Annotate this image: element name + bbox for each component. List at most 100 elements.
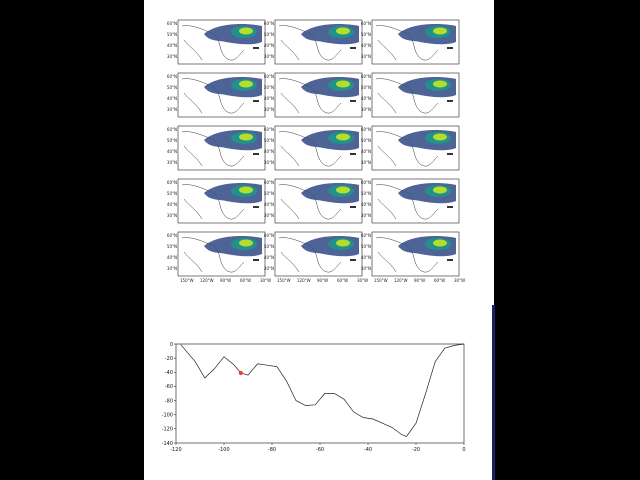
- x-tick-label: 0: [462, 447, 465, 453]
- lat-tick-label: 50°N: [264, 191, 274, 196]
- lon-tick-label: 60°W: [434, 278, 445, 283]
- field-peak: [239, 186, 253, 194]
- y-tick-label: 0: [170, 342, 173, 348]
- coastline: [375, 237, 439, 273]
- lat-tick-label: 50°N: [264, 32, 274, 37]
- lat-tick-label: 50°N: [361, 85, 371, 90]
- lat-tick-label: 50°N: [264, 138, 274, 143]
- map-panel: 60°N 50°N 40°N 30°N: [167, 19, 266, 65]
- y-tick-label: -40: [165, 370, 173, 376]
- lat-tick-label: 30°N: [264, 54, 274, 59]
- lat-tick-label: 30°N: [167, 54, 177, 59]
- lat-tick-label: 30°N: [361, 107, 371, 112]
- lon-tick-label: 90°W: [220, 278, 231, 283]
- map-panel: 60°N 50°N 40°N 30°N: [361, 19, 460, 65]
- lat-tick-label: 40°N: [167, 149, 177, 154]
- scale-bar: [447, 206, 453, 208]
- scale-bar: [350, 153, 356, 155]
- coastline: [181, 78, 245, 114]
- scale-bar: [253, 47, 259, 49]
- lat-tick-label: 50°N: [361, 138, 371, 143]
- map-panel: 60°N 50°N 40°N 30°N: [167, 178, 266, 224]
- lat-tick-label: 40°N: [264, 202, 274, 207]
- scale-bar: [350, 259, 356, 261]
- coastline: [181, 25, 245, 61]
- coastline: [181, 184, 245, 220]
- lat-tick-label: 30°N: [361, 160, 371, 165]
- field-peak: [239, 27, 253, 35]
- lat-tick-label: 40°N: [264, 96, 274, 101]
- lat-tick-label: 30°N: [264, 213, 274, 218]
- lat-tick-label: 30°N: [361, 213, 371, 218]
- lon-tick-label: 120°W: [394, 278, 408, 283]
- lat-tick-label: 40°N: [361, 149, 371, 154]
- map-panel: 60°N 50°N 40°N 30°N: [264, 125, 363, 171]
- y-tick-label: -140: [162, 441, 173, 447]
- field-peak: [239, 239, 253, 247]
- lon-tick-label: 90°W: [414, 278, 425, 283]
- map-panel: 60°N 50°N 40°N 30°N: [361, 125, 460, 171]
- lat-tick-label: 30°N: [361, 54, 371, 59]
- lon-tick-label: 30°W: [260, 278, 271, 283]
- map-panel: 60°N 50°N 40°N 30°N 150°W 120°W 90°W 60°W 30°W: [361, 231, 465, 283]
- lat-tick-label: 50°N: [361, 32, 371, 37]
- lat-tick-label: 40°N: [264, 255, 274, 260]
- lon-tick-label: 60°W: [337, 278, 348, 283]
- field-peak: [336, 80, 350, 88]
- lat-tick-label: 50°N: [264, 85, 274, 90]
- scale-bar: [447, 47, 453, 49]
- x-tick-label: -80: [268, 447, 276, 453]
- scale-bar: [253, 100, 259, 102]
- lat-tick-label: 30°N: [167, 213, 177, 218]
- y-tick-label: -60: [165, 384, 173, 390]
- lat-tick-label: 60°N: [264, 180, 274, 185]
- lat-tick-label: 50°N: [361, 191, 371, 196]
- x-tick-label: -120: [170, 447, 181, 453]
- lon-tick-label: 120°W: [297, 278, 311, 283]
- coastline: [375, 78, 439, 114]
- lat-tick-label: 60°N: [167, 180, 177, 185]
- lat-tick-label: 50°N: [167, 138, 177, 143]
- lat-tick-label: 60°N: [361, 21, 371, 26]
- lon-tick-label: 90°W: [317, 278, 328, 283]
- map-panel: 60°N 50°N 40°N 30°N: [167, 72, 266, 118]
- scale-bar: [350, 100, 356, 102]
- lat-tick-label: 50°N: [167, 85, 177, 90]
- lat-tick-label: 40°N: [361, 255, 371, 260]
- y-tick-label: -80: [165, 398, 173, 404]
- field-peak: [433, 80, 447, 88]
- lat-tick-label: 30°N: [167, 107, 177, 112]
- field-peak: [433, 27, 447, 35]
- lat-tick-label: 50°N: [167, 244, 177, 249]
- lon-tick-label: 120°W: [200, 278, 214, 283]
- lat-tick-label: 40°N: [167, 43, 177, 48]
- lon-tick-label: 150°W: [180, 278, 194, 283]
- coastline: [278, 78, 342, 114]
- scale-bar: [253, 206, 259, 208]
- window-edge-divider: [492, 305, 495, 480]
- coastline: [278, 184, 342, 220]
- lat-tick-label: 40°N: [167, 96, 177, 101]
- map-panel: 60°N 50°N 40°N 30°N: [264, 178, 363, 224]
- lat-tick-label: 60°N: [264, 21, 274, 26]
- y-tick-label: -20: [165, 356, 173, 362]
- lat-tick-label: 50°N: [167, 32, 177, 37]
- lat-tick-label: 40°N: [361, 43, 371, 48]
- lat-tick-label: 60°N: [264, 127, 274, 132]
- field-peak: [433, 239, 447, 247]
- lat-tick-label: 60°N: [167, 21, 177, 26]
- field-peak: [239, 80, 253, 88]
- highlight-point: [238, 370, 243, 376]
- lat-tick-label: 50°N: [361, 244, 371, 249]
- map-panel: 60°N 50°N 40°N 30°N: [264, 19, 363, 65]
- lat-tick-label: 60°N: [361, 74, 371, 79]
- lat-tick-label: 40°N: [167, 255, 177, 260]
- x-tick-label: -40: [364, 447, 372, 453]
- scale-bar: [350, 206, 356, 208]
- lat-tick-label: 60°N: [264, 233, 274, 238]
- lat-tick-label: 30°N: [264, 160, 274, 165]
- lat-tick-label: 40°N: [167, 202, 177, 207]
- lon-tick-label: 150°W: [374, 278, 388, 283]
- map-panel: 60°N 50°N 40°N 30°N: [361, 72, 460, 118]
